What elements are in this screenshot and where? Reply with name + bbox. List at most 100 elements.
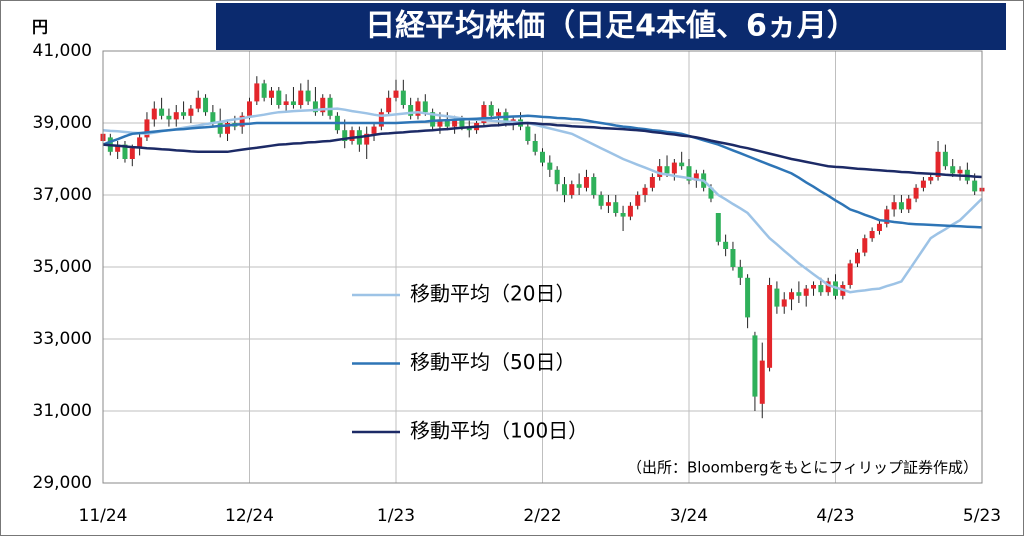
candle-body — [312, 101, 318, 113]
legend-label: 移動平均（50日） — [410, 350, 575, 374]
candle-body — [774, 288, 780, 307]
candle-body — [869, 231, 875, 239]
candle-body — [488, 105, 494, 116]
candle-body — [554, 169, 560, 185]
candle-body — [745, 277, 751, 318]
candle-body — [583, 177, 589, 188]
candle-body — [173, 112, 179, 120]
candle-body — [268, 90, 274, 98]
moving-average-line — [102, 107, 983, 294]
candle-body — [752, 335, 758, 397]
moving-average-line — [102, 121, 983, 179]
candle-body — [957, 169, 963, 174]
candle-body — [203, 97, 209, 113]
y-tick-label: 29,000 — [33, 473, 92, 493]
plot-border — [102, 50, 983, 484]
x-tick-label: 2/22 — [523, 506, 561, 526]
candle-body — [144, 119, 150, 138]
candle-body — [115, 144, 121, 152]
candle-body — [430, 112, 436, 127]
candle-body — [854, 252, 860, 264]
candle-body — [422, 101, 428, 113]
candle-body — [290, 101, 296, 105]
title-banner — [216, 3, 1006, 50]
candle-body — [767, 285, 773, 368]
candle-body — [781, 299, 787, 307]
y-tick-label: 31,000 — [33, 401, 92, 421]
candle-body — [496, 112, 502, 116]
candle-body — [598, 195, 604, 206]
candle-body — [649, 177, 655, 188]
candle-body — [818, 285, 824, 293]
candle-body — [898, 202, 904, 210]
candle-body — [217, 123, 223, 134]
candle-body — [247, 101, 252, 116]
candle-body — [627, 205, 633, 217]
candle-body — [657, 166, 663, 177]
candle-body — [913, 187, 919, 199]
legend-label: 移動平均（100日） — [410, 419, 588, 443]
candle-body — [195, 97, 201, 109]
candle-body — [481, 105, 487, 123]
candle-body — [532, 141, 538, 152]
candle-body — [371, 126, 377, 134]
candle-body — [444, 119, 450, 127]
candle-body — [159, 108, 165, 116]
chart-title: 日経平均株価（日足4本値、6ヵ月） — [365, 9, 857, 44]
candle-body — [459, 119, 465, 127]
candle-body — [715, 213, 721, 242]
candle-body — [254, 83, 260, 102]
candle-body — [386, 97, 392, 113]
candle-body — [605, 202, 611, 206]
candle-body — [620, 213, 626, 217]
moving-average-line — [102, 114, 983, 229]
x-tick-label: 4/23 — [816, 506, 854, 526]
candle-body — [693, 173, 699, 181]
candle-body — [906, 198, 912, 210]
candle-body — [811, 285, 817, 289]
candle-body — [122, 144, 128, 159]
candle-body — [166, 115, 172, 120]
candle-body — [298, 90, 304, 105]
candle-body — [276, 90, 282, 105]
candle-body — [759, 360, 765, 404]
candle-body — [950, 166, 956, 174]
candle-body — [188, 108, 194, 116]
plot — [100, 76, 985, 419]
candle-body — [664, 166, 670, 174]
candle-body — [591, 177, 597, 195]
candle-body — [547, 162, 553, 170]
candle-body — [942, 151, 948, 167]
source-note: （出所：Bloombergをもとにフィリップ証券作成） — [627, 459, 978, 477]
candle-body — [876, 223, 882, 231]
candle-body — [825, 281, 831, 293]
candle-body — [525, 126, 531, 141]
candle-body — [561, 184, 567, 195]
candle-body — [569, 184, 575, 195]
y-tick-label: 33,000 — [33, 329, 92, 349]
candle-body — [737, 267, 743, 278]
candle-body — [239, 115, 245, 127]
candle-body — [847, 263, 853, 285]
candle-body — [928, 177, 934, 181]
candle-body — [415, 101, 421, 116]
x-tick-label: 5/23 — [963, 506, 1001, 526]
candle-body — [730, 249, 736, 267]
candle-body — [789, 292, 795, 300]
candle-body — [400, 90, 406, 105]
candle-body — [972, 180, 978, 192]
candle-body — [796, 292, 802, 296]
candle-body — [679, 162, 685, 167]
candle-body — [642, 187, 648, 195]
candle-body — [635, 195, 641, 206]
x-tick-label: 12/24 — [225, 506, 274, 526]
y-tick-label: 35,000 — [33, 257, 92, 277]
legend-label: 移動平均（20日） — [410, 282, 575, 306]
x-tick-label: 3/24 — [670, 506, 708, 526]
candle-body — [613, 202, 619, 213]
candle-body — [349, 130, 355, 141]
candle-body — [540, 151, 545, 163]
candle-body — [151, 108, 157, 120]
